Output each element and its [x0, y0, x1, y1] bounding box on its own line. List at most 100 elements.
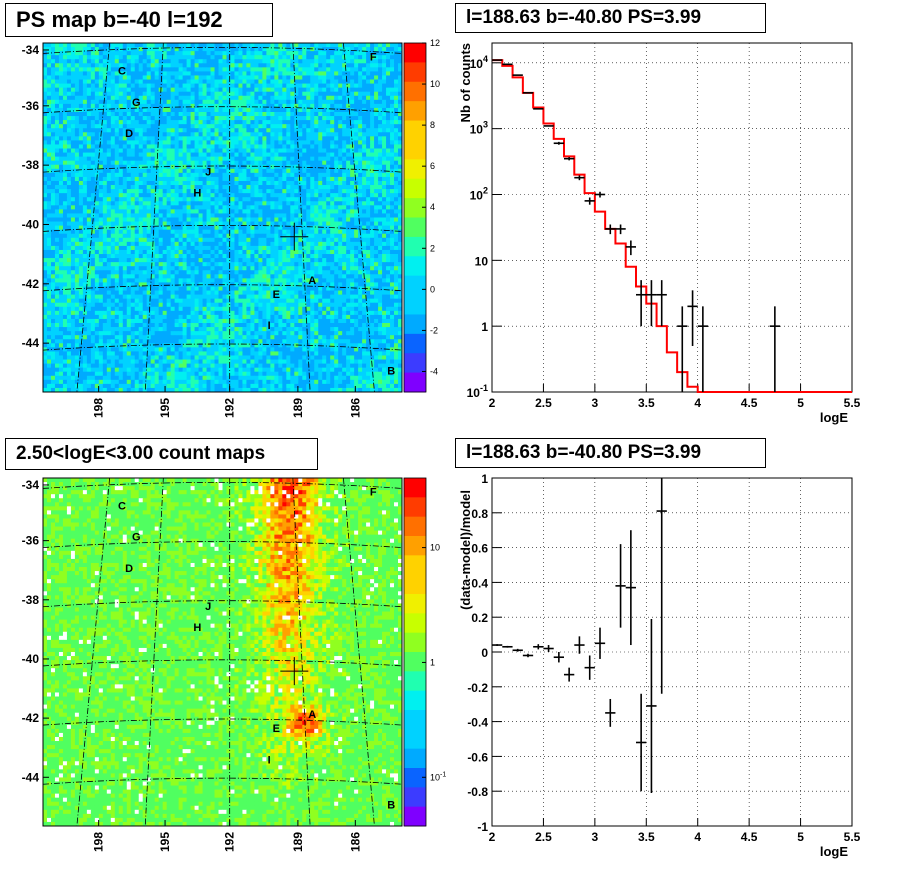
count-map-source-H: H: [193, 622, 201, 634]
ps-map-xtick-label: 189: [291, 398, 305, 418]
spectrum-xtick-label: 4.5: [741, 396, 758, 410]
residuals-xtick-label: 5: [797, 830, 804, 844]
ps-map-ytick-label: -42: [22, 277, 40, 291]
spectrum-xlabel: logE: [820, 410, 848, 425]
spectrum-data-point: [770, 306, 780, 392]
residuals-data-point: [554, 652, 564, 662]
residuals-xlabel: logE: [820, 844, 848, 859]
ps-map-ytick-label: -40: [22, 217, 40, 231]
spectrum-ytick-label: 10: [475, 254, 489, 268]
residuals-data-point: [615, 544, 625, 628]
count-map-colorbar-tick: 1: [430, 657, 435, 667]
ps-map-source-A: A: [308, 275, 316, 287]
spectrum-data-point: [615, 225, 625, 235]
residuals-ytick-label: 0.2: [471, 611, 488, 625]
count-map-source-E: E: [273, 723, 280, 735]
residuals-data-point: [574, 636, 584, 653]
ps-map-colorbar-tick: 8: [430, 120, 435, 130]
residuals-data-point: [564, 668, 574, 682]
count-map-xtick-label: 198: [92, 832, 106, 852]
residuals-xtick-label: 3: [592, 830, 599, 844]
spectrum-ytick-label: 103: [470, 120, 488, 137]
spectrum-model-line: [492, 60, 852, 392]
spectrum-grid: [492, 43, 852, 392]
residuals-data-point: [646, 619, 656, 793]
residuals-data-point: [513, 649, 523, 652]
residuals-xtick-label: 5.5: [844, 830, 861, 844]
residuals-xtick-label: 3.5: [638, 830, 655, 844]
count-map-source-B: B: [387, 800, 395, 812]
residuals-ytick-label: -0.6: [467, 750, 488, 764]
spectrum-xtick-label: 5: [797, 396, 804, 410]
residuals-xtick-label: 2: [489, 830, 496, 844]
spectrum-ytick-label: 102: [470, 185, 488, 202]
spectrum-data-point: [626, 241, 636, 256]
ps-map-colorbar-tick: 12: [430, 38, 440, 48]
residuals-data-point: [502, 646, 512, 648]
ps-map-ytick-label: -36: [22, 99, 40, 113]
spectrum-data-point: [574, 175, 584, 180]
residuals-xtick-label: 4.5: [741, 830, 758, 844]
spectrum-data-point: [564, 157, 574, 160]
residuals-data-point: [605, 699, 615, 727]
residuals-data-point: [543, 645, 553, 652]
residuals-data-point: [492, 644, 502, 646]
residuals-ytick-label: -0.2: [467, 681, 488, 695]
spectrum-data-point: [657, 280, 667, 326]
ps-map-xtick-label: 198: [92, 398, 106, 418]
chart-canvas: CGDJHAEIFB121086420-2-4-34-36-38-40-42-4…: [0, 0, 898, 871]
spectrum-xtick-label: 3.5: [638, 396, 655, 410]
residuals-data-point: [585, 655, 595, 679]
ps-map-source-D: D: [125, 128, 133, 140]
spectrum-ytick-label: 1: [481, 320, 488, 334]
spectrum-ytick-label: 104: [470, 54, 488, 71]
residuals-data-point: [636, 694, 646, 791]
spectrum-data-point: [687, 290, 697, 346]
count-map-ytick-label: -34: [22, 478, 40, 492]
count-map-source-F: F: [370, 486, 377, 498]
count-map-colorbar-tick: 10-1: [430, 771, 446, 782]
count-map-source-I: I: [268, 754, 271, 766]
spectrum-xtick-label: 4: [694, 396, 701, 410]
spectrum-xtick-label: 3: [592, 396, 599, 410]
spectrum-frame: [492, 43, 852, 392]
spectrum-data-point: [554, 142, 564, 145]
residuals-plot: logE(data-model)/model: [458, 478, 852, 859]
residuals-ytick-label: 0.8: [471, 507, 488, 521]
count-map-ytick-label: -38: [22, 593, 40, 607]
count-map-ytick-label: -36: [22, 534, 40, 548]
residuals-ytick-label: 0: [481, 646, 488, 660]
ps-map-colorbar-tick: -4: [430, 366, 438, 376]
residuals-data-point: [626, 530, 636, 645]
spectrum-data-point: [585, 198, 595, 205]
ps-map-source-F: F: [370, 51, 377, 63]
spectrum-xtick-label: 5.5: [844, 396, 861, 410]
count-map-xtick-label: 192: [223, 832, 237, 852]
ps-map-colorbar-tick: 2: [430, 243, 435, 253]
ps-map-source-B: B: [387, 366, 395, 378]
count-map-source-D: D: [125, 563, 133, 575]
residuals-ytick-label: -0.8: [467, 785, 488, 799]
ps-map-ytick-label: -38: [22, 158, 40, 172]
ps-map-colorbar-tick: 0: [430, 284, 435, 294]
spectrum-ytick-label: 10-1: [467, 383, 488, 400]
ps-map-ytick-label: -44: [22, 336, 40, 350]
ps-map-colorbar-tick: 10: [430, 79, 440, 89]
spectrum-xtick-label: 2.5: [535, 396, 552, 410]
ps-map-xtick-label: 192: [223, 398, 237, 418]
count-map-source-C: C: [118, 500, 126, 512]
ps-map-source-H: H: [193, 188, 201, 200]
ps-map-colorbar-tick: -2: [430, 325, 438, 335]
count-map-source-G: G: [132, 532, 141, 544]
residuals-data-point: [595, 628, 605, 659]
residuals-ytick-label: 0.6: [471, 542, 488, 556]
residuals-xtick-label: 4: [694, 830, 701, 844]
residuals-ytick-label: -0.4: [467, 716, 488, 730]
count-map-xtick-label: 189: [291, 832, 305, 852]
residuals-grid: [492, 478, 852, 826]
spectrum-data-point: [605, 225, 615, 235]
residuals-data-point: [657, 478, 667, 694]
